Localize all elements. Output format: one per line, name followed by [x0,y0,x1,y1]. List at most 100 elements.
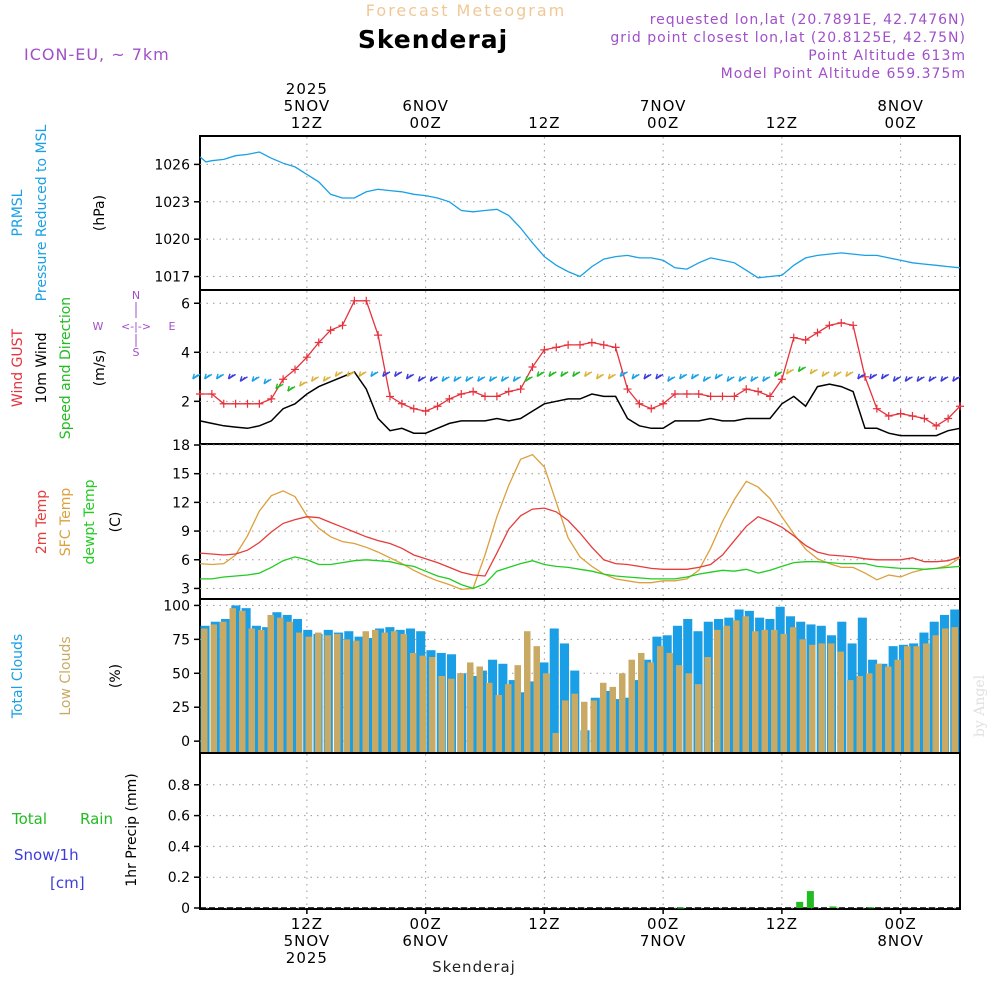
wind-dir-arrow [215,373,225,380]
bottom-time-label: 00Z [647,915,679,933]
top-time-label: 6NOV [402,97,449,115]
pressure-label-2: Pressure Reduced to MSL [34,124,50,301]
gust-marker [635,399,644,408]
top-time-label: 12Z [766,114,798,132]
precip-rain-label: Rain [80,810,113,828]
pressure-label-1: PRMSL [10,189,26,236]
low-cloud-bar [837,651,844,752]
total-clouds-label: Total Clouds [10,634,26,719]
clouds-ytick-label: 100 [163,598,190,614]
temperature-ytick-label: 15 [172,467,190,483]
top-time-label: 00Z [409,114,441,132]
wind-dir-arrow-head [667,376,674,382]
wind-dir-arrow-head [809,368,816,375]
pressure-unit: (hPa) [92,195,108,231]
gust-marker [255,399,264,408]
top-time-label: 5NOV [284,97,331,115]
gust-marker [481,392,489,401]
top-time-label: 00Z [647,114,679,132]
wind-dir-arrow [952,376,961,382]
low-cloud-bar [619,673,626,752]
bottom-time-label: 12Z [528,915,560,933]
low-cloud-bar [533,646,540,752]
low-cloud-bar [305,636,312,752]
precip-ytick-label: 0 [181,901,190,917]
wind-dir-arrow-head [690,373,697,380]
wind-dir-arrow-head [904,376,911,382]
gust-marker [576,340,584,349]
pressure-panel [199,135,961,291]
top-time-label: 12Z [528,114,560,132]
wind-dir-arrow [667,376,676,382]
gust-marker [504,387,513,396]
wind-dir-arrow-head [536,371,543,377]
gust-marker [516,385,525,394]
total-cloud-bar [898,644,908,752]
low-cloud-bar [818,643,825,752]
wind-dir-arrow [536,371,545,377]
gust-marker [647,404,656,413]
wind-dir-arrow [310,376,320,382]
gust-marker [326,326,335,335]
top-time-label: 12Z [291,114,323,132]
low-cloud-bar [391,631,398,752]
wind-dir-arrow [322,376,331,382]
precip-ytick-label: 0.4 [168,839,190,855]
pressure-ytick-label: 1020 [154,232,190,248]
wind-dir-arrow-head [441,376,448,382]
temperature-ytick-label: 18 [172,438,190,454]
low-cloud-bar [790,627,797,752]
bottom-time-label: 12Z [291,915,323,933]
gust-marker [789,333,798,342]
low-cloud-bar [761,629,768,752]
gust-marker [801,336,810,345]
bottom-time-label: 00Z [409,915,441,933]
precip-bar [677,907,685,909]
low-cloud-bar [267,614,274,752]
low-cloud-bar [552,733,559,752]
subtitle: Forecast Meteogram [366,1,566,20]
low-cloud-bar [704,657,711,752]
wind-dir-arrow [275,383,284,390]
wind-dir-arrow-head [524,376,531,382]
wind-dir-arrow [417,376,426,382]
gust-marker [730,392,739,401]
gust-marker [944,414,953,423]
wind-dir-arrow [690,373,700,380]
total-cloud-bar [775,606,785,752]
gust-marker [469,387,478,396]
total-cloud-bar [498,663,508,752]
wind-dir-arrow [192,373,201,380]
total-cloud-bar [621,697,631,752]
wind-dir-arrow-head [477,376,484,382]
wind-dir-arrow-head [785,368,792,375]
wind-dir-arrow [940,376,949,382]
wind-dir-arrow-head [916,376,923,382]
low-cloud-bar [676,665,683,752]
gust-marker [932,421,941,430]
sfc-temp-line [199,453,961,591]
wind-dir-arrow-head [750,376,757,382]
low-cloud-bar [296,632,303,752]
wind-ytick-label: 2 [181,394,190,410]
low-cloud-bar [571,693,578,752]
wind-panel [199,289,961,445]
precip-bar [806,891,814,908]
wind-dir-arrow [299,381,308,387]
low-cloud-bar [201,628,208,752]
dewpoint-line [200,556,961,590]
low-cloud-bar [866,673,873,752]
wind-unit: (m/s) [92,350,108,387]
gust-marker [766,392,774,401]
gust-marker [884,412,893,421]
total-cloud-bar [559,643,570,752]
gust-marker [267,394,276,403]
pressure-line [199,151,961,279]
low-cloud-bar [752,631,759,752]
low-cloud-bar [286,621,293,752]
wind-dir-arrow-head [952,376,959,382]
low-cloud-bar [467,662,474,752]
gust-marker [314,338,323,347]
wind-dir-arrow [227,373,236,380]
top-time-label: 00Z [884,114,916,132]
